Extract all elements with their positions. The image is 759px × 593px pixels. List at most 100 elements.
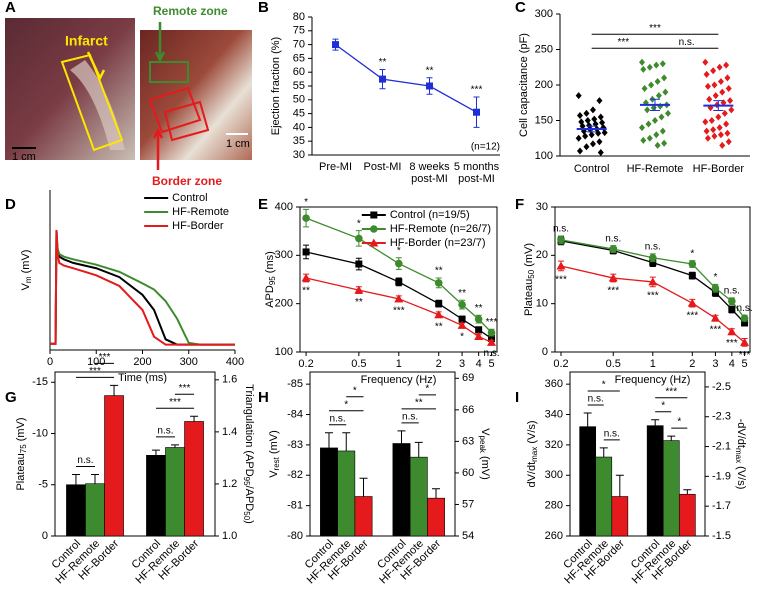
series-line xyxy=(50,230,235,345)
y-tick-label: 20 xyxy=(536,249,548,261)
marker xyxy=(426,83,433,90)
error-bar xyxy=(432,489,440,498)
marker xyxy=(577,148,583,155)
y-tick-label: 63 xyxy=(462,435,474,447)
axis-label-part: Plateau xyxy=(15,453,27,490)
bar xyxy=(146,455,165,536)
x-tick-label: 5 monthspost-MI xyxy=(454,161,500,185)
annotation: Remote zone xyxy=(153,4,228,18)
marker xyxy=(728,106,734,113)
axis-label-part: (ms) xyxy=(264,251,276,276)
y-tick-label: -5 xyxy=(38,479,48,491)
panel-label: C xyxy=(515,0,526,16)
marker xyxy=(719,89,725,96)
marker xyxy=(717,124,723,131)
marker xyxy=(639,59,645,66)
significance-label: * xyxy=(357,218,361,229)
marker xyxy=(653,62,659,69)
y-tick-label: -85 xyxy=(287,378,303,390)
marker xyxy=(724,74,730,81)
significance-label: * xyxy=(690,248,694,259)
axis-label-part: ) xyxy=(243,520,255,524)
y-tick-label: 0 xyxy=(542,346,548,358)
y-tick-label: 69 xyxy=(462,372,474,384)
x-tick-label-line: 5 months xyxy=(454,161,500,173)
series-line xyxy=(50,230,235,345)
marker xyxy=(661,74,667,81)
significance-label: n.s. xyxy=(737,303,753,314)
panel-label: G xyxy=(5,389,17,406)
bracket-label: *** xyxy=(89,366,101,377)
marker xyxy=(576,135,582,142)
axis-label-part: rest xyxy=(272,456,281,470)
marker xyxy=(355,235,363,243)
significance-label: n.s. xyxy=(645,242,661,253)
bar xyxy=(663,441,679,536)
bar xyxy=(338,451,355,536)
error-bar xyxy=(171,445,179,448)
y-tick-label: -81 xyxy=(287,500,303,512)
significance-label: ** xyxy=(302,286,310,297)
marker xyxy=(557,261,566,269)
legend-label: HF-Border xyxy=(172,220,224,232)
marker xyxy=(718,131,724,138)
marker xyxy=(642,85,648,92)
axis-label-part: max xyxy=(530,447,539,462)
axis-label-part: dV/dt xyxy=(526,462,538,488)
significance-label: n.s. xyxy=(724,286,740,297)
panel-label: A xyxy=(5,0,16,16)
significance-label: *** xyxy=(710,325,722,336)
y-tick-label: -2.1 xyxy=(712,440,731,452)
x-tick-label: 4 xyxy=(476,358,482,370)
bar xyxy=(580,427,596,536)
marker xyxy=(710,67,716,74)
axis-label-part: (mV) xyxy=(479,453,491,480)
marker xyxy=(715,113,721,120)
y-tick-label: 100 xyxy=(535,150,553,162)
y-tick-label: 1.6 xyxy=(222,374,237,386)
error-bar xyxy=(360,478,368,496)
error-bar xyxy=(397,431,405,444)
marker xyxy=(576,92,582,99)
legend-label: Control (n=19/5) xyxy=(390,209,470,221)
marker xyxy=(435,300,442,307)
bracket-label: ** xyxy=(415,398,423,409)
x-tick-label: HF-Remote xyxy=(627,163,684,175)
significance-label: ** xyxy=(435,321,443,332)
panel-label: F xyxy=(515,196,524,213)
marker xyxy=(717,64,723,71)
significance-label: ** xyxy=(458,288,466,299)
y-tick-label: 30 xyxy=(293,149,305,161)
x-tick-label: 300 xyxy=(180,356,198,368)
y-tick-label: 30 xyxy=(536,201,548,213)
bar xyxy=(612,497,628,536)
bar xyxy=(105,396,124,536)
marker xyxy=(709,117,715,124)
marker xyxy=(379,76,386,83)
marker xyxy=(718,78,724,85)
bracket-label: *** xyxy=(169,397,181,408)
axis-label-part: peak xyxy=(478,436,487,454)
bracket-label: n.s. xyxy=(604,429,620,440)
note: (n=12) xyxy=(471,142,500,153)
marker xyxy=(719,142,725,149)
x-tick-label: 3 xyxy=(712,358,718,370)
significance-label: ** xyxy=(475,303,483,314)
x-tick-label-line: post-MI xyxy=(458,173,495,185)
bracket-label: * xyxy=(353,385,357,396)
bar xyxy=(165,447,184,536)
marker xyxy=(557,236,565,244)
y-tick-label: 45 xyxy=(293,108,305,120)
error-bar xyxy=(91,475,99,484)
x-tick-label: 0.5 xyxy=(606,358,621,370)
axis-label-part: APD xyxy=(264,285,276,308)
marker xyxy=(723,62,729,69)
error-bar xyxy=(616,475,624,496)
y-tick-label: 280 xyxy=(545,500,563,512)
marker xyxy=(660,128,666,135)
y-tick-label: 1.2 xyxy=(222,478,237,490)
bar xyxy=(410,457,427,536)
marker xyxy=(728,297,736,305)
axis-label-part: Cell capacitance (pF) xyxy=(518,33,530,137)
